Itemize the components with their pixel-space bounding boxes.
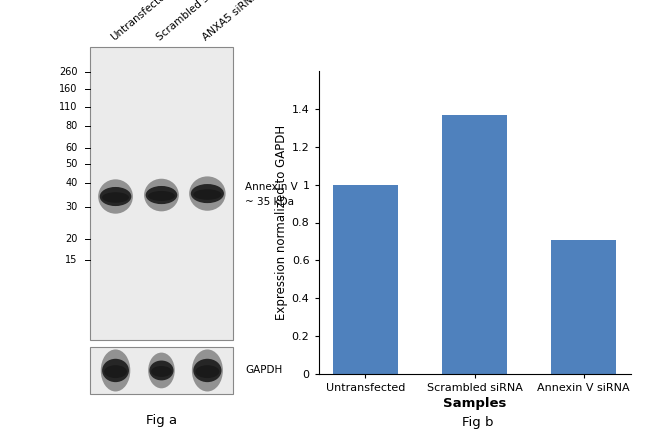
Ellipse shape bbox=[193, 189, 222, 200]
Text: 50: 50 bbox=[66, 159, 78, 169]
Text: Scrambled siRNA: Scrambled siRNA bbox=[155, 0, 230, 42]
Text: 80: 80 bbox=[66, 121, 78, 131]
Text: 110: 110 bbox=[59, 102, 78, 112]
Ellipse shape bbox=[192, 349, 223, 392]
Text: 60: 60 bbox=[66, 143, 78, 153]
Ellipse shape bbox=[196, 365, 219, 378]
Ellipse shape bbox=[150, 360, 174, 380]
FancyBboxPatch shape bbox=[90, 347, 233, 394]
Bar bbox=[442, 115, 507, 374]
Ellipse shape bbox=[151, 366, 172, 377]
Text: 30: 30 bbox=[66, 202, 78, 212]
Ellipse shape bbox=[148, 191, 175, 201]
Text: Annexin V: Annexin V bbox=[245, 182, 298, 192]
Text: 15: 15 bbox=[66, 255, 78, 265]
Text: ANXA5 siRNA: ANXA5 siRNA bbox=[201, 0, 261, 42]
Text: ~ 35 kDa: ~ 35 kDa bbox=[245, 197, 294, 207]
Ellipse shape bbox=[144, 179, 179, 211]
Ellipse shape bbox=[146, 186, 177, 204]
Text: 160: 160 bbox=[59, 84, 78, 94]
Ellipse shape bbox=[102, 359, 129, 382]
Text: GAPDH: GAPDH bbox=[245, 365, 283, 376]
Text: Fig a: Fig a bbox=[146, 414, 177, 427]
FancyBboxPatch shape bbox=[90, 47, 233, 340]
Text: 260: 260 bbox=[59, 67, 78, 77]
Text: Untransfected: Untransfected bbox=[109, 0, 172, 42]
Ellipse shape bbox=[99, 187, 131, 206]
Ellipse shape bbox=[148, 352, 175, 388]
Ellipse shape bbox=[104, 365, 127, 378]
Ellipse shape bbox=[102, 192, 129, 203]
Ellipse shape bbox=[98, 179, 133, 214]
Bar bbox=[333, 185, 398, 374]
Text: 40: 40 bbox=[66, 178, 78, 188]
Y-axis label: Expression normalized to GAPDH: Expression normalized to GAPDH bbox=[274, 125, 287, 320]
Bar bbox=[551, 239, 616, 374]
Ellipse shape bbox=[193, 359, 222, 382]
Text: 20: 20 bbox=[66, 234, 78, 244]
Ellipse shape bbox=[191, 184, 224, 203]
Ellipse shape bbox=[101, 349, 130, 392]
Ellipse shape bbox=[189, 176, 226, 211]
Text: Fig b: Fig b bbox=[462, 417, 493, 429]
X-axis label: Samples: Samples bbox=[443, 397, 506, 410]
